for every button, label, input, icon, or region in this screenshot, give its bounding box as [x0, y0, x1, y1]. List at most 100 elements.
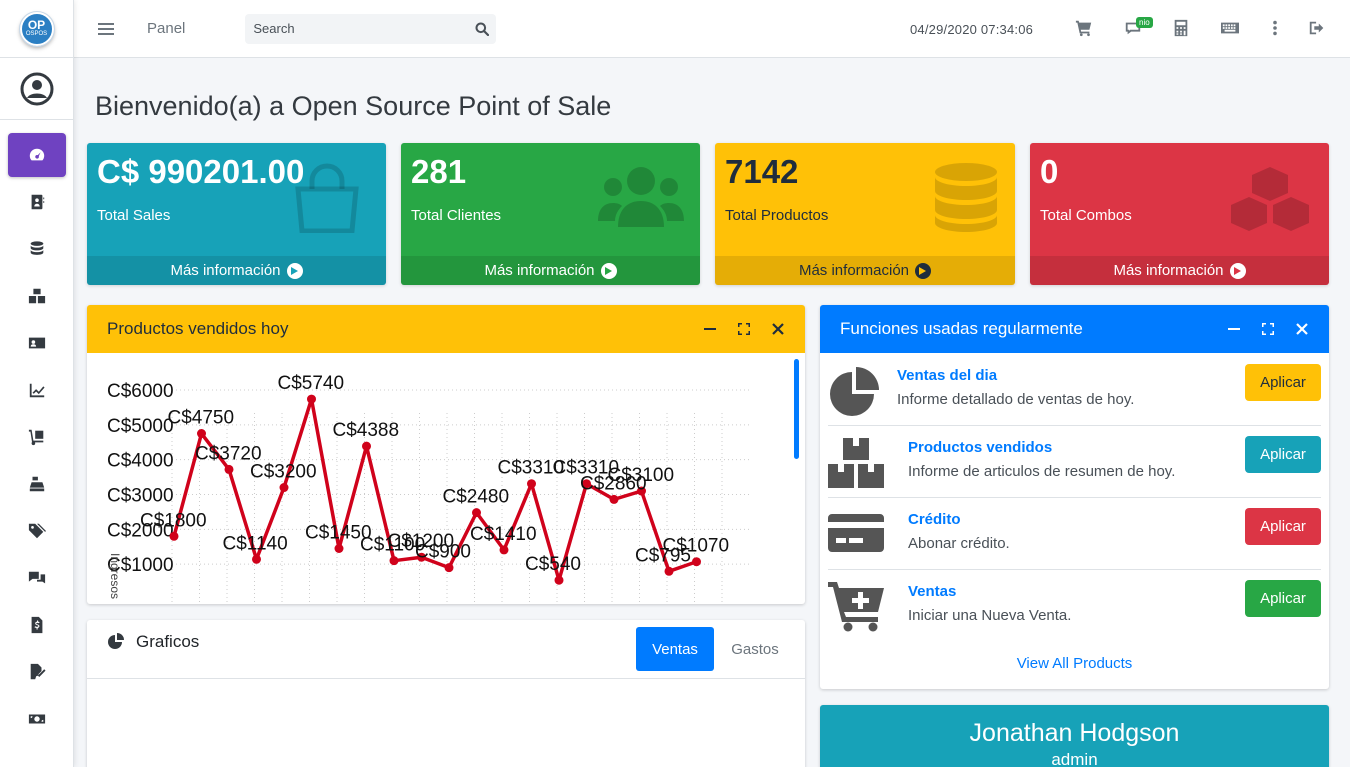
data-point[interactable]: [252, 554, 261, 564]
search-input[interactable]: [245, 13, 468, 44]
minimize-icon[interactable]: [1227, 322, 1241, 336]
data-label: C$4388: [333, 420, 400, 441]
more-info-link[interactable]: Más información: [401, 256, 700, 285]
card-header: Productos vendidos hoy: [87, 305, 805, 353]
sidebar-item-register[interactable]: [8, 462, 66, 506]
data-point[interactable]: [554, 575, 564, 585]
profile-card: Jonathan Hodgson admin: [820, 705, 1329, 767]
data-label: C$900: [415, 542, 471, 563]
minimize-icon[interactable]: [703, 322, 717, 336]
keyboard-icon[interactable]: [1220, 19, 1242, 39]
charts-card: Graficos Ventas Gastos: [87, 620, 805, 767]
stat-box-total-products: 7142 Total Productos Más información: [715, 143, 1015, 285]
data-label: C$3310: [553, 458, 620, 479]
data-point[interactable]: [389, 556, 399, 566]
data-point[interactable]: [417, 552, 426, 562]
sidebar-item-giftcards[interactable]: [8, 509, 66, 553]
data-point[interactable]: [169, 531, 179, 541]
function-row-productos-vendidos: Productos vendidos Informe de articulos …: [828, 426, 1321, 498]
data-point[interactable]: [197, 429, 206, 439]
cart-icon[interactable]: [1075, 19, 1095, 39]
apply-button[interactable]: Aplicar: [1245, 364, 1321, 401]
page-title: Bienvenido(a) a Open Source Point of Sal…: [95, 91, 612, 121]
sidebar-item-taxes[interactable]: [8, 650, 66, 694]
sidebar-item-items[interactable]: [8, 274, 66, 318]
more-info-link[interactable]: Más información: [715, 256, 1015, 285]
data-point[interactable]: [472, 508, 481, 518]
y-tick-label: C$4000: [107, 451, 174, 472]
apply-button[interactable]: Aplicar: [1245, 436, 1321, 473]
sidebar-item-database[interactable]: [8, 227, 66, 271]
data-point[interactable]: [692, 557, 701, 567]
data-point[interactable]: [499, 545, 509, 555]
close-icon[interactable]: [1295, 322, 1309, 336]
stat-box-total-combos: 0 Total Combos Más información: [1030, 143, 1329, 285]
sidebar-item-messages[interactable]: [8, 556, 66, 600]
tab-gastos[interactable]: Gastos: [731, 640, 779, 658]
logout-icon[interactable]: [1308, 19, 1328, 39]
data-point[interactable]: [444, 563, 454, 573]
apply-button[interactable]: Aplicar: [1245, 508, 1321, 545]
profile-role: admin: [1051, 750, 1098, 767]
search-button[interactable]: [467, 13, 497, 44]
sidebar-item-receivings[interactable]: [8, 415, 66, 459]
function-title[interactable]: Crédito: [908, 511, 961, 528]
user-avatar-icon[interactable]: [20, 72, 54, 106]
sidebar-item-dashboard[interactable]: [8, 133, 66, 177]
messages-badge: nio: [1136, 17, 1153, 28]
function-title[interactable]: Productos vendidos: [908, 439, 1053, 456]
file-signature-icon: [30, 663, 46, 680]
more-info-link[interactable]: Más información: [87, 256, 386, 285]
stat-label: Total Combos: [1040, 207, 1132, 224]
data-point[interactable]: [334, 543, 344, 553]
chart-scrollbar[interactable]: [794, 359, 799, 459]
search-form: [245, 13, 497, 44]
data-point[interactable]: [609, 494, 619, 504]
sidebar-item-expenses[interactable]: [8, 603, 66, 647]
cubes-icon: [1225, 163, 1315, 233]
data-point[interactable]: [582, 479, 591, 489]
data-point[interactable]: [362, 441, 371, 451]
maximize-icon[interactable]: [737, 322, 751, 336]
sidebar-item-employees[interactable]: [8, 321, 66, 365]
more-vertical-icon[interactable]: [1266, 19, 1286, 39]
ospos-logo[interactable]: OP OSPOS: [18, 10, 55, 47]
function-title[interactable]: Ventas: [908, 583, 957, 600]
sales-line-chart: C$6000 C$5000 C$4000 C$3000 C$2000 C$1000 Ing…: [107, 373, 749, 604]
function-title[interactable]: Ventas del dia: [897, 367, 998, 384]
function-row-credito: Crédito Abonar crédito. Aplicar: [828, 498, 1321, 570]
stat-box-total-clients: 281 Total Clientes Más información: [401, 143, 700, 285]
sidebar-item-cashups[interactable]: [8, 697, 66, 741]
maximize-icon[interactable]: [1261, 322, 1275, 336]
data-point[interactable]: [664, 566, 674, 576]
data-label: C$3720: [195, 443, 262, 464]
view-all-products-link[interactable]: View All Products: [1016, 655, 1133, 672]
close-icon[interactable]: [771, 322, 785, 336]
y-tick-label: C$5000: [107, 416, 174, 437]
credit-card-icon: [828, 514, 884, 552]
messages-icon[interactable]: nio: [1124, 17, 1153, 39]
address-book-icon: [31, 194, 45, 210]
users-icon: [596, 163, 686, 233]
panel-link[interactable]: Panel: [147, 20, 186, 37]
tab-ventas[interactable]: Ventas: [636, 627, 714, 671]
calculator-icon[interactable]: [1172, 19, 1192, 39]
apply-button[interactable]: Aplicar: [1245, 580, 1321, 617]
data-point[interactable]: [224, 464, 234, 474]
data-point[interactable]: [307, 394, 316, 404]
function-desc: Abonar crédito.: [908, 535, 1010, 552]
data-point[interactable]: [279, 483, 289, 493]
menu-toggle-icon[interactable]: [98, 21, 114, 37]
search-icon: [475, 22, 489, 36]
data-point[interactable]: [527, 479, 536, 489]
data-label: C$540: [525, 554, 581, 575]
sidebar-item-reports[interactable]: [8, 368, 66, 412]
more-info-link[interactable]: Más información: [1030, 256, 1329, 285]
sidebar-item-contacts[interactable]: [8, 180, 66, 224]
data-point[interactable]: [637, 486, 646, 496]
function-desc: Informe detallado de ventas de hoy.: [897, 391, 1135, 408]
money-bill-icon: [28, 714, 46, 724]
data-label: C$1070: [663, 536, 730, 557]
stat-label: Total Clientes: [411, 207, 502, 224]
profile-name: Jonathan Hodgson: [969, 719, 1180, 747]
